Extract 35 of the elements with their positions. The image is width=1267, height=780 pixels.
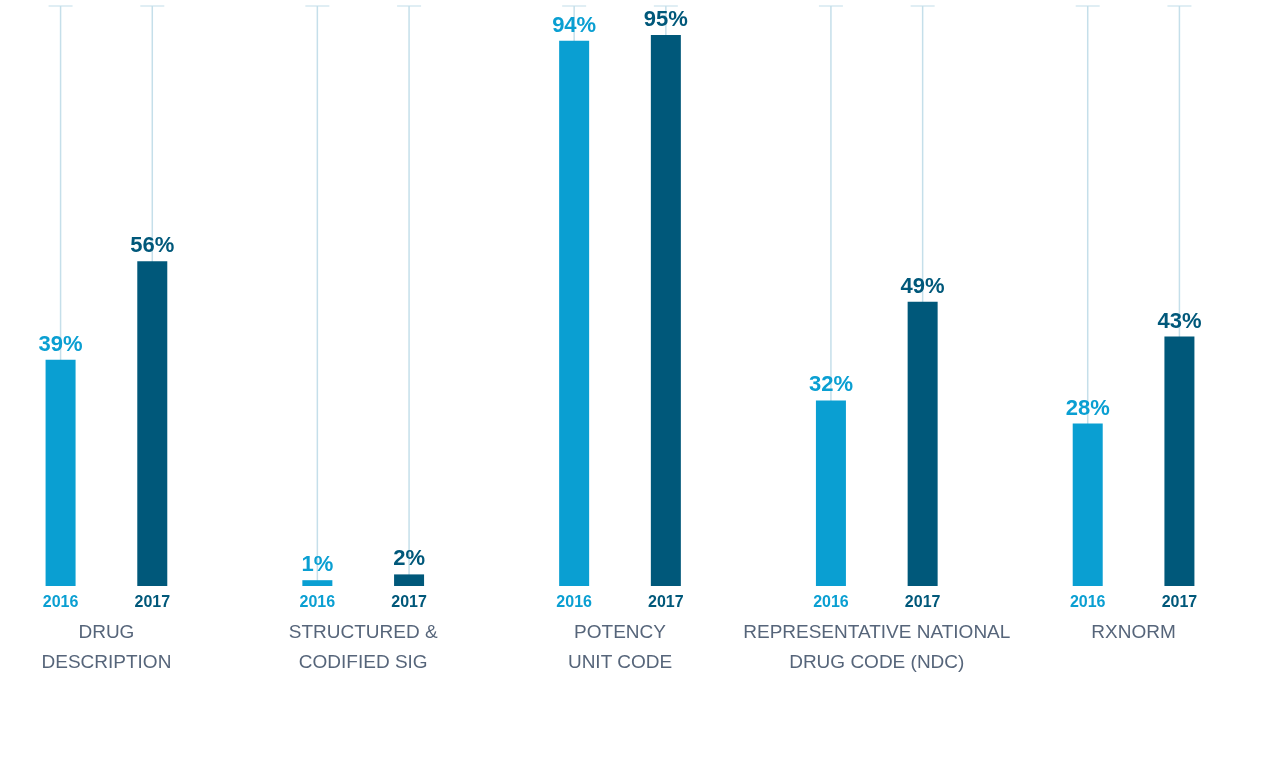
data-label: 95% — [643, 6, 688, 31]
x-tick-label: RXNORM — [1091, 620, 1176, 642]
data-label: 2% — [393, 545, 425, 571]
bar — [1164, 336, 1195, 586]
text: 2016 — [42, 593, 79, 610]
bar — [559, 40, 590, 586]
x-tick-label: REPRESENTATIVE NATIONAL DRUG CODE (NDC) — [743, 620, 1011, 672]
data-label: 56% — [130, 232, 175, 258]
bar — [394, 574, 425, 586]
bar — [137, 261, 168, 586]
bar — [650, 35, 681, 586]
bar — [815, 400, 846, 586]
bar — [907, 301, 938, 586]
data-label: 49% — [900, 272, 945, 298]
text: 2016 — [299, 593, 336, 610]
text: 2017 — [134, 593, 171, 610]
data-label: 32% — [808, 371, 853, 397]
data-label: 43% — [1157, 307, 1202, 333]
text: 2016 — [813, 593, 849, 610]
bar — [45, 359, 76, 586]
data-label: 39% — [38, 330, 83, 356]
series-label: 2016 — [1069, 593, 1106, 610]
bar — [302, 580, 333, 586]
bar — [1072, 423, 1103, 586]
text: 2017 — [648, 593, 684, 610]
data-label: 94% — [552, 11, 597, 37]
text: 2017 — [391, 593, 427, 610]
x-tick-label: POTENCY UNIT CODE — [567, 620, 673, 672]
text: 2016 — [556, 593, 592, 610]
text: 2017 — [904, 593, 941, 610]
data-label: 28% — [1065, 394, 1110, 420]
x-tick-label: DRUG DESCRIPTION — [41, 620, 172, 672]
x-tick-label: STRUCTURED & CODIFIED SIG — [288, 620, 438, 672]
data-label: 1% — [301, 551, 334, 577]
series-label: 2017 — [1161, 593, 1198, 610]
